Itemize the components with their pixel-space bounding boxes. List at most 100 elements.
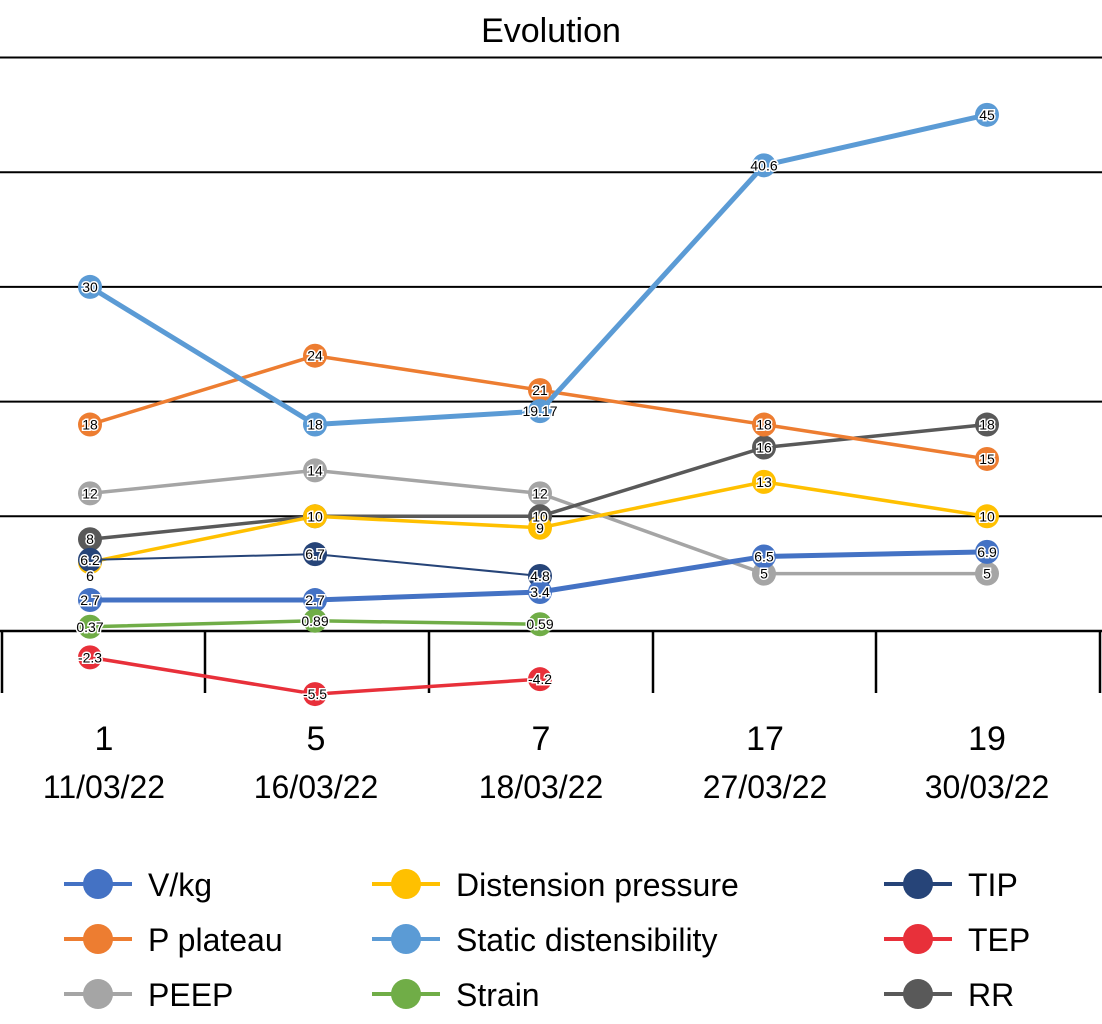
data-point-p-plateau xyxy=(975,446,999,471)
legend-marker-icon xyxy=(391,924,421,954)
data-label-tip: 4.8 xyxy=(530,568,550,584)
data-point-p-plateau xyxy=(303,343,327,368)
legend-marker-icon xyxy=(83,869,113,899)
data-point-rr xyxy=(975,412,999,437)
data-label-rr: 18 xyxy=(979,417,995,433)
data-label-peep: 14 xyxy=(307,462,323,478)
data-point-distension-pressure xyxy=(528,515,552,540)
data-label-peep: 5 xyxy=(760,566,768,582)
legend-item-v-kg: V/kg xyxy=(64,867,212,903)
gridlines xyxy=(0,56,1102,518)
data-label-static-distensibility: 45 xyxy=(979,107,995,123)
data-label-p-plateau: 15 xyxy=(979,451,995,467)
data-point-peep xyxy=(528,481,552,506)
data-label-v-kg: 6.9 xyxy=(977,544,997,560)
x-tick-date: 16/03/22 xyxy=(254,769,379,805)
data-point-tip xyxy=(303,542,327,567)
data-point-tep xyxy=(528,667,552,692)
data-point-static-distensibility xyxy=(78,274,102,299)
data-point-p-plateau xyxy=(78,412,102,437)
data-point-tip xyxy=(78,547,102,572)
data-label-distension-pressure: 13 xyxy=(756,474,772,490)
data-point-v-kg xyxy=(303,588,327,613)
data-point-peep xyxy=(752,561,776,586)
data-label-tep: -2.3 xyxy=(78,649,102,665)
data-point-distension-pressure xyxy=(303,504,327,529)
legend-item-static-distensibility: Static distensibility xyxy=(372,922,717,958)
legend-label: Distension pressure xyxy=(456,867,739,903)
legend-marker-icon xyxy=(903,869,933,899)
data-label-rr: 10 xyxy=(307,508,323,524)
legend-label: Strain xyxy=(456,977,540,1013)
data-label-static-distensibility: 30 xyxy=(82,279,98,295)
x-tick-day: 7 xyxy=(532,720,551,758)
legend-item-peep: PEEP xyxy=(64,977,233,1013)
legend-item-tip: TIP xyxy=(884,867,1018,903)
data-point-p-plateau xyxy=(528,378,552,403)
legend-marker-icon xyxy=(83,924,113,954)
legend-label: PEEP xyxy=(148,977,233,1013)
legend-label: RR xyxy=(968,977,1014,1013)
data-point-static-distensibility xyxy=(752,153,776,178)
legend-label: V/kg xyxy=(148,867,212,903)
data-label-peep: 12 xyxy=(532,485,548,501)
data-point-tep xyxy=(303,682,327,707)
x-tick-day: 5 xyxy=(307,720,326,758)
legend-item-strain: Strain xyxy=(372,977,540,1013)
data-label-tip: 6.2 xyxy=(80,552,100,568)
data-label-static-distensibility: 40.6 xyxy=(750,157,777,173)
x-axis: 1 11/03/22 5 16/03/22 7 18/03/22 17 27/03/22 19 3… xyxy=(0,629,1102,805)
x-tick-day: 17 xyxy=(746,720,784,758)
legend-marker-icon xyxy=(903,924,933,954)
series-line-static-distensibility xyxy=(88,112,988,428)
data-label-tep: -4.2 xyxy=(528,671,552,687)
legend: V/kg Distension pressure TIP P plateau Stati… xyxy=(64,867,1030,1013)
x-tick-day: 19 xyxy=(968,720,1006,758)
data-label-distension-pressure: 6 xyxy=(86,568,94,584)
data-label-tep: -5.5 xyxy=(303,686,327,702)
data-point-distension-pressure xyxy=(752,469,776,494)
data-label-peep: 12 xyxy=(82,485,98,501)
x-tick-day: 1 xyxy=(95,720,114,758)
data-label-strain: 0.89 xyxy=(301,613,328,629)
data-label-p-plateau: 24 xyxy=(307,348,323,364)
data-label-distension-pressure: 10 xyxy=(307,508,323,524)
data-label-distension-pressure: 9 xyxy=(536,520,544,536)
data-label-rr: 16 xyxy=(756,439,772,455)
data-point-distension-pressure xyxy=(975,504,999,529)
legend-marker-icon xyxy=(903,979,933,1009)
legend-marker-icon xyxy=(83,979,113,1009)
legend-marker-icon xyxy=(391,869,421,899)
data-point-p-plateau xyxy=(752,412,776,437)
data-label-tip: 6.7 xyxy=(305,546,325,562)
legend-label: P plateau xyxy=(148,922,283,958)
data-point-tep xyxy=(78,645,102,670)
data-point-strain xyxy=(528,612,552,637)
x-tick-date: 30/03/22 xyxy=(925,769,1050,805)
data-point-rr xyxy=(78,527,102,552)
legend-marker-icon xyxy=(391,979,421,1009)
chart-title: Evolution xyxy=(481,12,621,50)
data-label-v-kg: 2.7 xyxy=(80,592,100,608)
x-tick-date: 27/03/22 xyxy=(703,769,828,805)
legend-item-distension-pressure: Distension pressure xyxy=(372,867,739,903)
data-point-v-kg xyxy=(78,588,102,613)
data-point-v-kg xyxy=(752,544,776,569)
data-point-v-kg xyxy=(528,580,552,605)
data-label-distension-pressure: 10 xyxy=(979,508,995,524)
data-point-peep xyxy=(975,561,999,586)
data-point-peep xyxy=(303,458,327,483)
data-label-rr: 8 xyxy=(86,531,94,547)
x-tick-date: 18/03/22 xyxy=(479,769,604,805)
data-label-p-plateau: 18 xyxy=(756,417,772,433)
data-label-strain: 0.37 xyxy=(76,619,103,635)
x-tick-date: 11/03/22 xyxy=(43,769,165,805)
data-point-strain xyxy=(78,614,102,639)
data-point-peep xyxy=(78,481,102,506)
data-label-v-kg: 3.4 xyxy=(530,584,550,600)
data-label-static-distensibility: 18 xyxy=(307,417,323,433)
data-label-p-plateau: 21 xyxy=(532,382,548,398)
data-label-static-distensibility: 19.17 xyxy=(522,403,557,419)
